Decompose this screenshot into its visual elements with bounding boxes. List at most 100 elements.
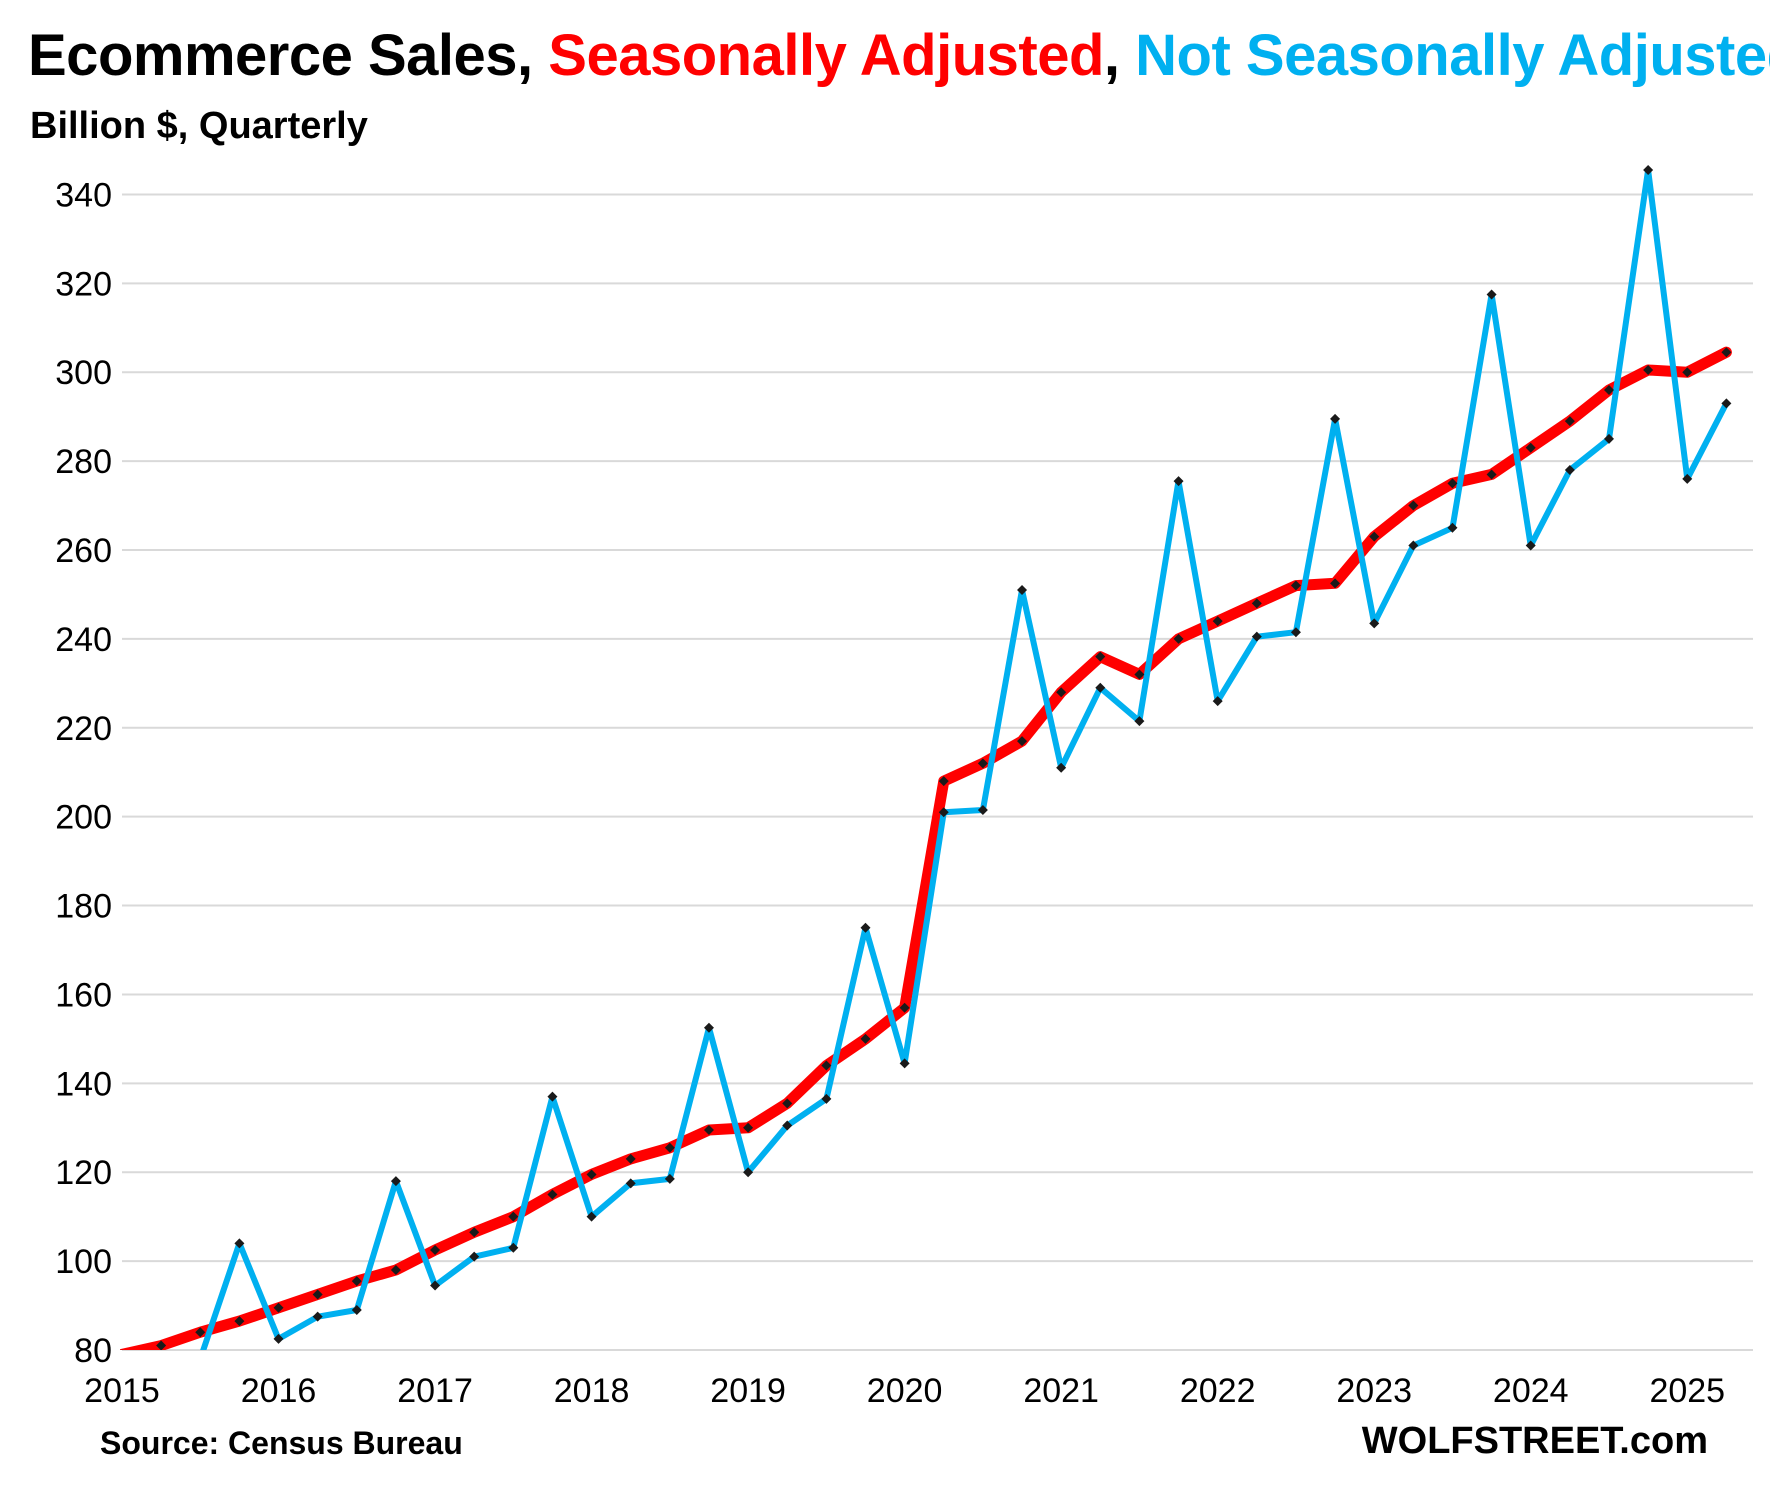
marker-sa-point	[1643, 365, 1654, 375]
x-tick-label: 2022	[1180, 1372, 1256, 1410]
marker-nsa-point	[1447, 522, 1458, 533]
marker-nsa-point	[625, 1178, 636, 1189]
marker-sa-point	[195, 1327, 206, 1338]
marker-sa-point	[1173, 633, 1184, 644]
marker-sa-point	[1330, 578, 1341, 589]
marker-sa-point	[743, 1122, 754, 1133]
y-tick-label: 300	[55, 354, 112, 392]
marker-sa-point	[1682, 367, 1693, 378]
gridlines	[122, 193, 1753, 1351]
marker-nsa-point	[1290, 627, 1301, 638]
marker-sa-point	[469, 1227, 480, 1238]
marker-sa-point	[1525, 442, 1536, 453]
marker-nsa-point	[1721, 398, 1732, 409]
marker-sa-point	[1212, 616, 1223, 627]
plot-area	[120, 165, 1732, 1364]
marker-sa-point	[938, 776, 949, 787]
y-tick-label: 240	[55, 621, 112, 659]
x-tick-label: 2015	[84, 1372, 160, 1410]
marker-nsa-point	[1682, 473, 1693, 484]
title-part-nsa: Not Seasonally Adjusted	[1135, 23, 1770, 88]
marker-nsa-point	[977, 805, 988, 815]
marker-nsa-point	[1330, 413, 1341, 424]
x-tick-label: 2023	[1336, 1372, 1412, 1410]
y-axis-ticks: 80 100 120 140 160 180 200 220 240 260 280 300 320 34…	[55, 176, 112, 1370]
marker-nsa-point	[1486, 289, 1497, 300]
marker-nsa-point	[1369, 618, 1380, 629]
marker-sa-point	[508, 1211, 519, 1222]
marker-sa-point	[1447, 478, 1458, 489]
marker-nsa-point	[195, 1354, 205, 1364]
marker-nsa-point	[1525, 540, 1536, 551]
marker-sa-point	[860, 1033, 871, 1044]
marker-sa-point	[586, 1169, 597, 1180]
marker-nsa-point	[273, 1333, 284, 1344]
marker-nsa-point	[899, 1058, 910, 1069]
marker-sa-point	[1056, 687, 1067, 698]
marker-nsa-point	[312, 1311, 323, 1322]
marker-sa-point	[977, 758, 988, 769]
x-tick-label: 2018	[554, 1372, 630, 1410]
y-tick-label: 280	[55, 443, 112, 481]
source-note: Source: Census Bureau	[100, 1425, 463, 1461]
x-tick-label: 2021	[1023, 1372, 1099, 1410]
marker-nsa-point	[469, 1251, 480, 1262]
marker-sa-point	[782, 1098, 793, 1109]
chart-subtitle: Billion $, Quarterly	[30, 105, 368, 147]
marker-sa-point	[1564, 416, 1575, 427]
series-line-seasonally-adjusted	[120, 346, 1732, 1350]
y-tick-label: 80	[74, 1332, 112, 1370]
marker-sa-point	[899, 1002, 910, 1013]
y-tick-label: 340	[55, 176, 112, 214]
series-line-not-seasonally-adjusted	[200, 167, 1730, 1350]
marker-nsa-point	[234, 1238, 245, 1249]
marker-sa-point	[390, 1265, 401, 1275]
marker-nsa-point	[1056, 762, 1067, 773]
marker-nsa-point	[1643, 165, 1654, 175]
marker-nsa-point	[1212, 696, 1223, 707]
y-tick-label: 180	[55, 888, 112, 926]
x-axis-ticks: 2015 2016 2017 2018 2019 2020 2021 2022 2023 2024…	[84, 1372, 1725, 1410]
marker-sa-point	[1095, 651, 1106, 662]
marker-nsa-point	[351, 1305, 362, 1315]
marker-sa-point	[430, 1245, 441, 1255]
y-tick-label: 320	[55, 265, 112, 303]
marker-sa-point	[1251, 598, 1262, 609]
marker-nsa-point	[547, 1091, 558, 1102]
marker-sa-point	[821, 1060, 832, 1071]
marker-sa-point	[234, 1316, 245, 1327]
marker-nsa-point	[1408, 540, 1419, 551]
marker-nsa-point	[1095, 682, 1106, 693]
marker-nsa-point	[1017, 585, 1028, 595]
x-tick-label: 2017	[397, 1372, 473, 1410]
marker-sa-point	[1290, 580, 1301, 591]
x-tick-label: 2024	[1493, 1372, 1569, 1410]
marker-sa-point	[1721, 347, 1732, 358]
y-tick-label: 140	[55, 1065, 112, 1103]
marker-nsa-point	[1564, 465, 1575, 475]
marker-sa-point	[664, 1142, 675, 1153]
marker-nsa-point	[821, 1093, 832, 1104]
marker-sa-point	[1603, 385, 1614, 395]
title-part-sa: Seasonally Adjusted	[548, 23, 1104, 88]
marker-sa-point	[1369, 531, 1380, 542]
marker-nsa-point	[703, 1022, 714, 1033]
marker-sa-point	[1408, 500, 1419, 511]
marker-sa-point	[547, 1189, 558, 1200]
marker-nsa-point	[1251, 631, 1262, 642]
y-tick-label: 160	[55, 976, 112, 1014]
marker-sa-point	[1486, 469, 1497, 480]
marker-sa-point	[625, 1153, 636, 1164]
marker-nsa-point	[586, 1211, 597, 1222]
marker-sa-point	[312, 1289, 323, 1300]
title-part-main: Ecommerce Sales,	[28, 23, 549, 88]
chart-title: Ecommerce Sales, Seasonally Adjusted, No…	[28, 22, 1770, 89]
marker-nsa-point	[430, 1280, 441, 1291]
marker-sa-point	[273, 1302, 284, 1313]
marker-nsa-point	[1134, 716, 1145, 727]
y-tick-label: 220	[55, 710, 112, 748]
x-tick-label: 2016	[241, 1372, 317, 1410]
y-tick-label: 120	[55, 1154, 112, 1192]
y-tick-label: 100	[55, 1243, 112, 1281]
